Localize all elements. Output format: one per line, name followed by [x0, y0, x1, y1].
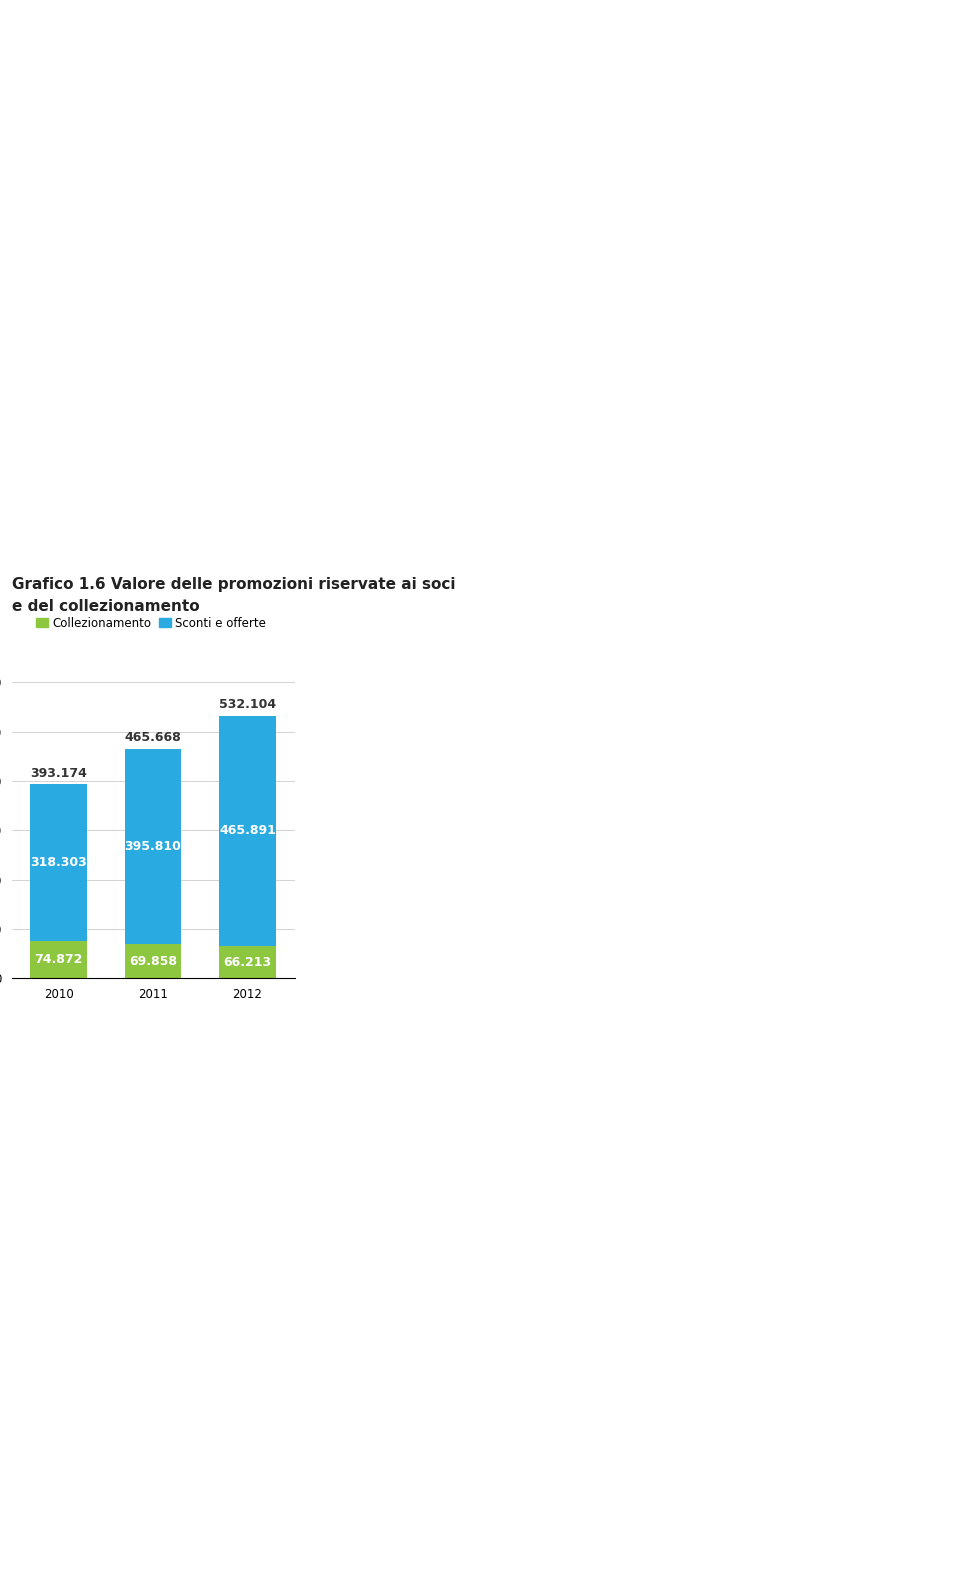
Text: 465.891: 465.891	[219, 824, 276, 838]
Text: Grafico 1.6 Valore delle promozioni riservate ai soci: Grafico 1.6 Valore delle promozioni rise…	[12, 576, 455, 592]
Text: 69.858: 69.858	[129, 955, 177, 967]
Text: 395.810: 395.810	[125, 839, 181, 852]
Text: 74.872: 74.872	[35, 953, 83, 966]
Bar	[125, 944, 181, 978]
Bar	[125, 748, 181, 944]
Bar	[219, 945, 276, 978]
Text: 393.174: 393.174	[31, 767, 87, 780]
Text: 532.104: 532.104	[219, 697, 276, 712]
Legend: Collezionamento, Sconti e offerte: Collezionamento, Sconti e offerte	[32, 612, 271, 634]
Bar	[31, 942, 87, 978]
Text: 318.303: 318.303	[31, 857, 87, 869]
Text: 465.668: 465.668	[125, 731, 181, 743]
Text: 66.213: 66.213	[224, 956, 272, 969]
Bar	[31, 784, 87, 942]
Bar	[219, 716, 276, 945]
Text: e del collezionamento: e del collezionamento	[12, 598, 199, 614]
